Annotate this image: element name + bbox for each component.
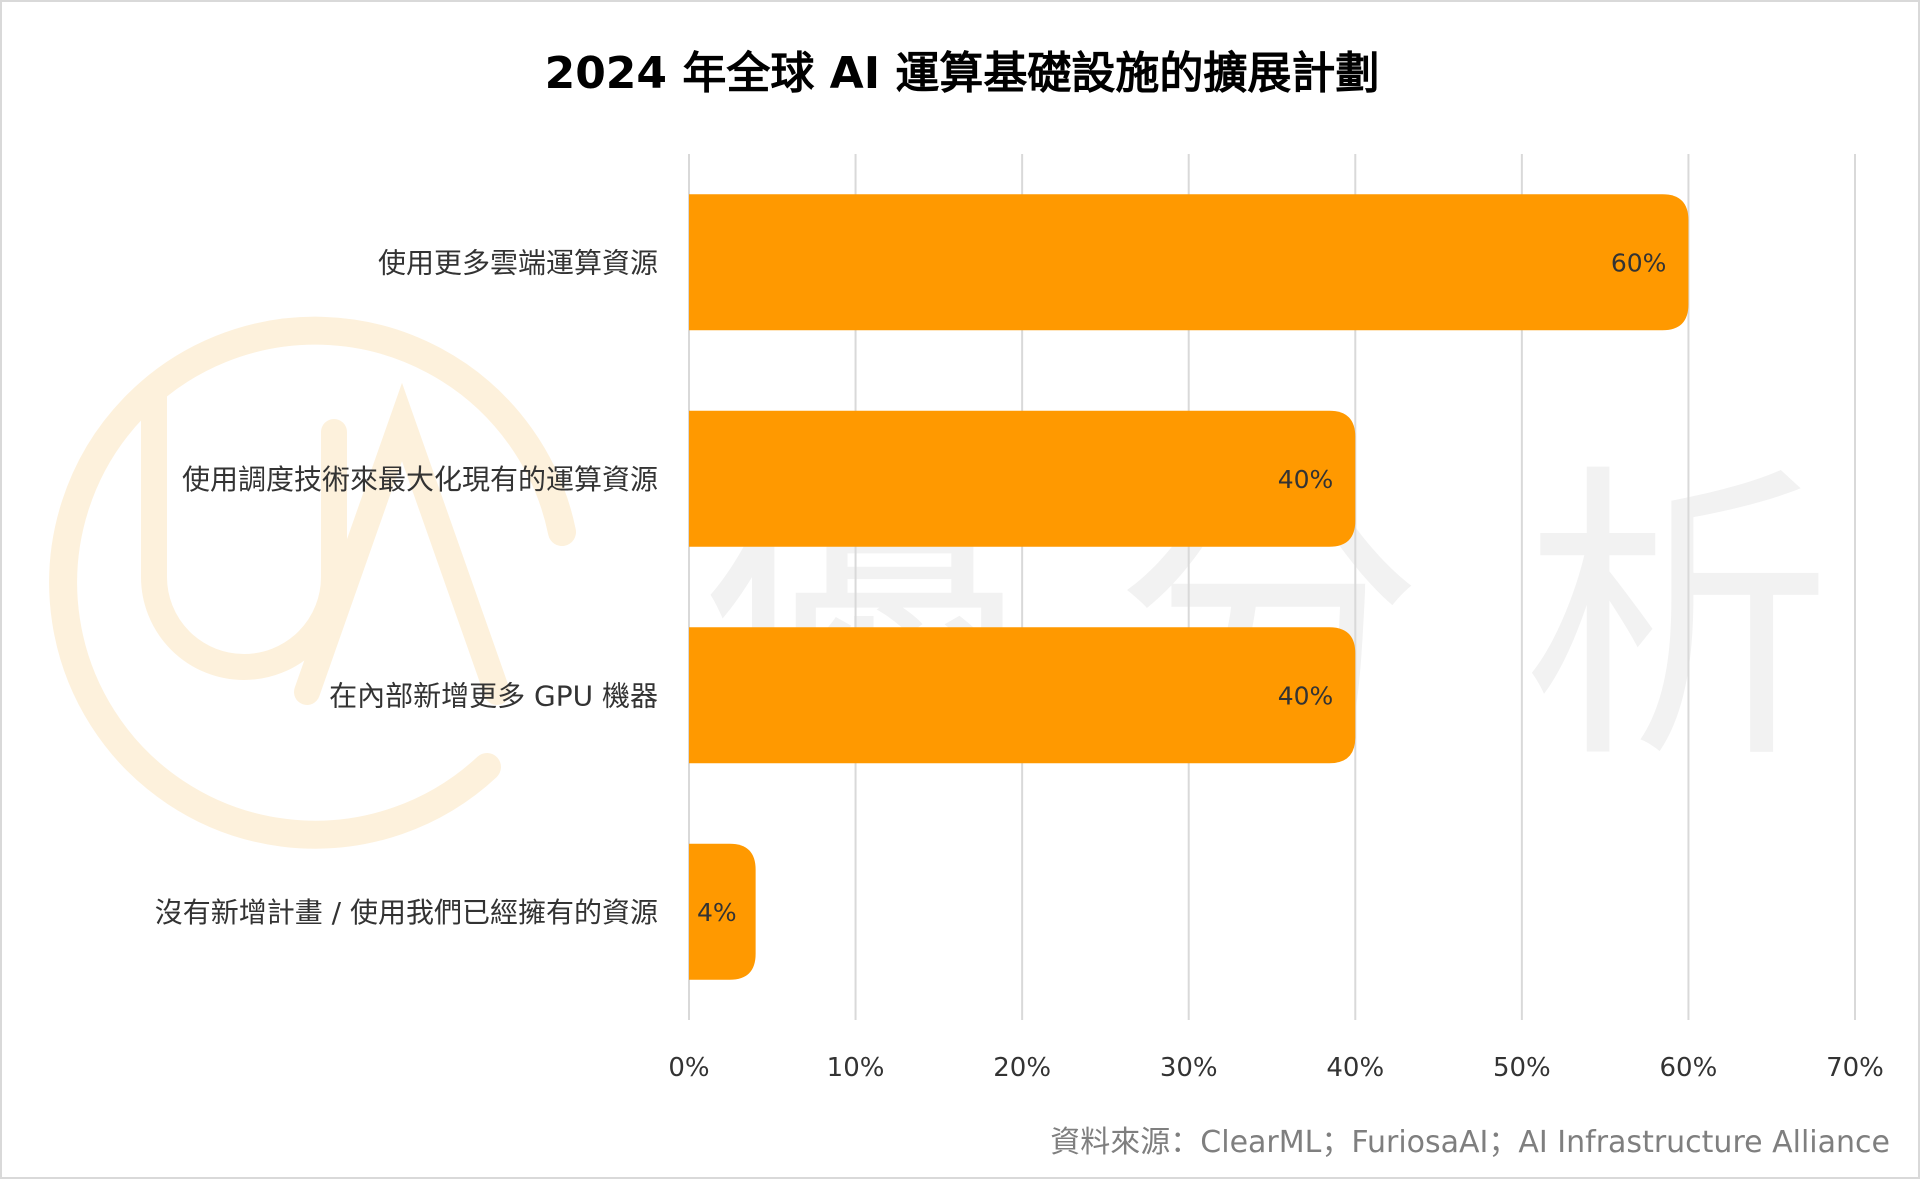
data-label: 60% <box>1611 248 1667 277</box>
bars <box>689 194 1689 980</box>
bar <box>689 843 756 980</box>
ua-circle-logo-icon <box>49 316 576 849</box>
x-tick-label: 10% <box>827 1053 885 1083</box>
chart-title: 2024 年全球 AI 運算基礎設施的擴展計劃 <box>545 48 1380 99</box>
category-label: 使用更多雲端運算資源 <box>378 246 658 279</box>
data-label: 4% <box>697 898 737 927</box>
x-axis-tick-labels: 0% 10% 20% 30% 40% 50% 60% 70% <box>668 1053 1884 1083</box>
category-label: 使用調度技術來最大化現有的運算資源 <box>182 463 658 496</box>
category-label: 沒有新增計畫 / 使用我們已經擁有的資源 <box>155 896 658 929</box>
bar <box>689 410 1356 547</box>
category-label: 在內部新增更多 GPU 機器 <box>329 679 658 712</box>
x-tick-label: 40% <box>1326 1053 1384 1083</box>
x-tick-label: 60% <box>1660 1053 1718 1083</box>
data-label: 40% <box>1278 681 1334 710</box>
x-tick-label: 30% <box>1160 1053 1218 1083</box>
bar <box>689 194 1689 331</box>
data-label: 40% <box>1278 465 1334 494</box>
value-labels: 60% 40% 40% 4% <box>697 248 1666 927</box>
x-tick-label: 20% <box>993 1053 1051 1083</box>
bar <box>689 627 1356 764</box>
x-tick-label: 50% <box>1493 1053 1551 1083</box>
source-note: 資料來源：ClearML；FuriosaAI；AI Infrastructure… <box>1050 1125 1890 1160</box>
x-tick-label: 0% <box>668 1053 709 1083</box>
x-tick-label: 70% <box>1826 1053 1884 1083</box>
